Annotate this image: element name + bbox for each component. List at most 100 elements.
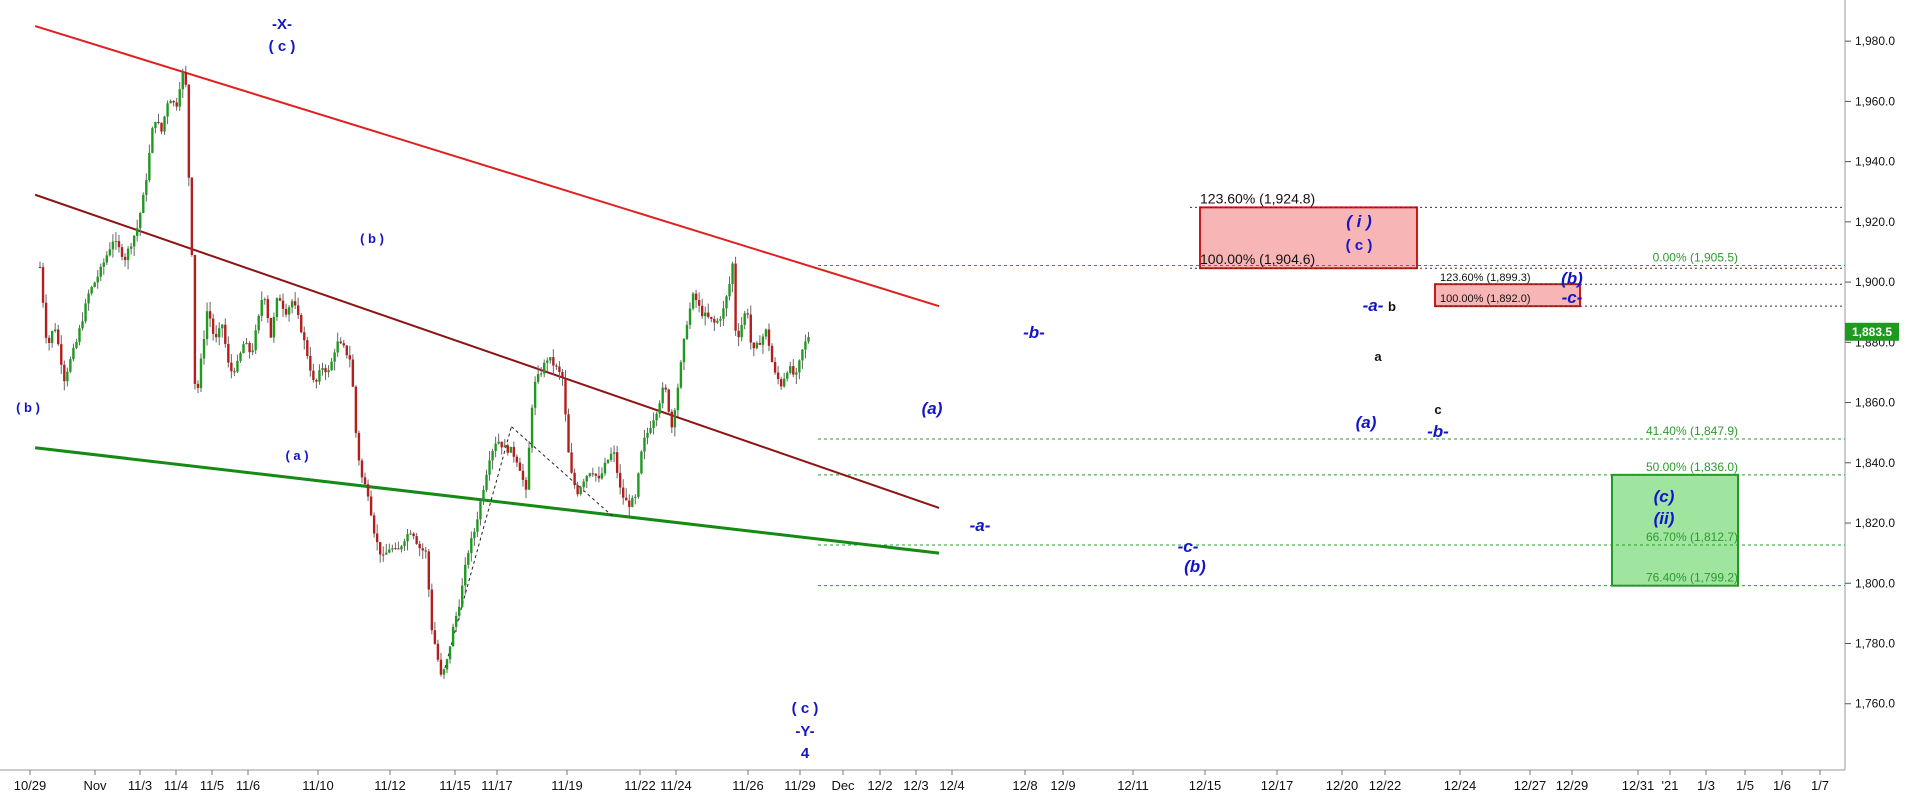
- candle-body: [224, 324, 227, 344]
- candle-body: [357, 432, 361, 461]
- candle-body: [111, 241, 115, 250]
- candle-body: [139, 213, 142, 229]
- candle-body: [99, 266, 102, 277]
- candle-body: [403, 541, 406, 547]
- candle-body: [558, 366, 561, 372]
- y-tick-label: 1,820.0: [1855, 516, 1895, 530]
- wave-label: (ii): [1654, 509, 1675, 528]
- candle-body: [63, 364, 66, 382]
- candle-body: [658, 403, 661, 414]
- candle-body: [503, 445, 506, 448]
- candle-body: [436, 643, 440, 660]
- candle-body: [467, 553, 470, 565]
- x-tick-label: 11/12: [374, 778, 406, 793]
- candle-body: [227, 343, 230, 363]
- candle-body: [737, 330, 740, 338]
- candle-body: [120, 247, 124, 257]
- candle-body: [163, 116, 166, 132]
- x-tick-label: 11/3: [128, 778, 152, 793]
- candle-body: [391, 548, 394, 550]
- resistance-zone-large: [1199, 206, 1418, 270]
- candle-body: [72, 347, 75, 360]
- candle-body: [527, 447, 531, 490]
- last-price-label: 1,883.5: [1852, 325, 1892, 339]
- candle-body: [66, 371, 69, 382]
- candle-body: [782, 378, 786, 387]
- candle-body: [421, 548, 424, 551]
- candle-body: [372, 515, 376, 534]
- candle-body: [142, 194, 145, 214]
- wave-label: -a-: [970, 516, 991, 535]
- candle-body: [719, 318, 722, 321]
- wave-label: -c-: [1178, 537, 1199, 556]
- candle-body: [342, 343, 345, 346]
- wave-label: a: [1374, 349, 1382, 364]
- candle-body: [691, 293, 695, 309]
- candle-body: [743, 313, 746, 325]
- candle-body: [339, 341, 342, 344]
- wave-label: -b-: [1023, 323, 1045, 342]
- wave-label: b: [1388, 299, 1396, 314]
- wave-label: ( b ): [360, 231, 384, 246]
- candle-body: [151, 128, 154, 153]
- candle-body: [84, 303, 87, 322]
- x-tick-label: 12/27: [1514, 778, 1547, 793]
- candle-body: [485, 474, 488, 490]
- candle-body: [108, 249, 112, 256]
- candle-body: [251, 350, 254, 353]
- candle-body: [430, 589, 434, 631]
- candle-body: [442, 669, 446, 675]
- candle-body: [406, 534, 409, 542]
- candle-body: [418, 543, 421, 549]
- candle-body: [81, 321, 84, 329]
- candle-body: [363, 477, 367, 485]
- wave-label: -X-: [272, 16, 292, 33]
- candle-body: [290, 301, 294, 308]
- candle-body: [400, 546, 403, 550]
- candle-body: [807, 337, 810, 342]
- candle-body: [710, 316, 713, 319]
- x-tick-label: 11/15: [439, 778, 471, 793]
- candle-body: [652, 420, 655, 429]
- wave-label: (b): [1184, 557, 1206, 576]
- y-tick-label: 1,980.0: [1855, 34, 1895, 48]
- candle-body: [667, 389, 670, 412]
- candle-body: [688, 308, 692, 325]
- candle-body: [779, 379, 783, 387]
- candle-body: [640, 451, 643, 474]
- candle-body: [236, 360, 239, 372]
- candle-body: [296, 305, 300, 316]
- wave-label: -a-: [1363, 296, 1384, 315]
- candle-body: [749, 314, 752, 343]
- wave-label: (a): [922, 399, 943, 418]
- candle-body: [497, 441, 500, 444]
- candle-body: [700, 305, 704, 317]
- x-tick-label: 12/8: [1012, 778, 1037, 793]
- candle-body: [789, 366, 792, 373]
- candle-body: [126, 248, 130, 261]
- candle-body: [716, 320, 719, 323]
- candle-body: [470, 538, 473, 554]
- candle-body: [427, 551, 430, 590]
- candle-body: [576, 485, 579, 495]
- candle-body: [488, 460, 491, 475]
- candle-body: [570, 452, 573, 473]
- candle-body: [145, 180, 148, 195]
- candle-body: [47, 337, 51, 343]
- candle-body: [278, 298, 282, 301]
- candle-body: [41, 267, 45, 303]
- candle-body: [214, 333, 218, 338]
- candle-body: [309, 355, 312, 371]
- candle-body: [655, 413, 658, 421]
- x-tick-label: Nov: [83, 778, 107, 793]
- support-zone: [1611, 473, 1739, 587]
- candle-body: [451, 626, 455, 647]
- lower-channel: [34, 446, 940, 555]
- candle-body: [293, 301, 297, 306]
- candle-body: [615, 452, 619, 473]
- candle-body: [239, 353, 242, 361]
- x-tick-label: 11/6: [236, 778, 260, 793]
- candle-body: [415, 536, 418, 544]
- wave-label: c: [1434, 402, 1441, 417]
